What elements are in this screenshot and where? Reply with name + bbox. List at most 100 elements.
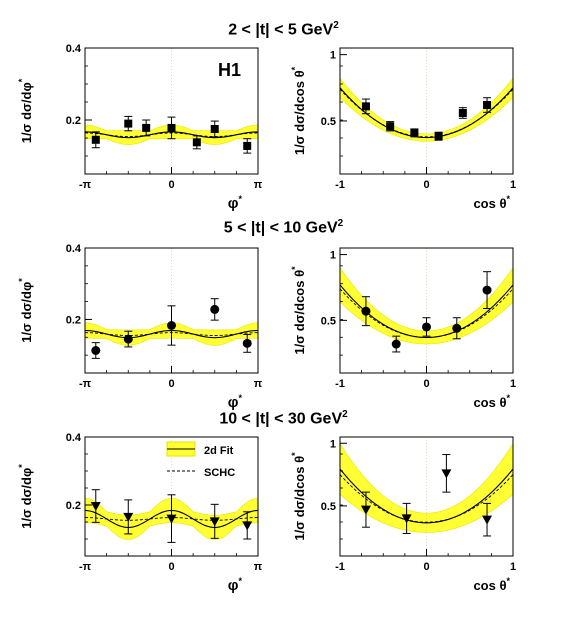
marker-circle [167, 321, 176, 330]
row-title-3: 10 < |t| < 30 GeV2 [0, 409, 567, 428]
y-axis-label-sup: * [290, 452, 300, 456]
x-tick-label: 0 [168, 179, 174, 191]
data-point [482, 502, 493, 537]
data-point [391, 335, 401, 353]
row-title-2-exp: 2 [337, 218, 344, 229]
x-tick-label: π [254, 561, 263, 573]
y-axis-label: 1/σ dσ/dcos θ* [290, 66, 307, 155]
data-point [124, 115, 133, 132]
x-tick-label: -1 [335, 179, 345, 191]
marker-circle [422, 322, 431, 332]
data-point [123, 499, 134, 535]
marker-circle [452, 323, 462, 333]
legend: 2d Fit SCHC [166, 441, 235, 479]
x-axis-label: cos θ* [473, 576, 510, 593]
data-point [452, 317, 462, 340]
marker-square [124, 119, 133, 128]
y-tick-label: 0.2 [66, 500, 81, 512]
plot-area [340, 437, 513, 556]
schc-curve [340, 474, 513, 523]
marker-circle [123, 334, 133, 344]
y-axis-label: 1/σ dσ/dcos θ* [290, 452, 307, 541]
y-axis-label-sup: * [17, 464, 27, 468]
marker-square [386, 122, 395, 131]
data-point [167, 116, 176, 140]
x-tick-label: -π [79, 179, 92, 191]
data-point [422, 317, 431, 337]
marker-circle [482, 285, 492, 295]
panel-1: -π 0 π 0.2 0.4 φ* 1/σ dσ/dφ* [17, 43, 263, 212]
data-point [166, 494, 177, 543]
y-axis-label: 1/σ dσ/dφ* [17, 464, 34, 529]
marker-square [91, 135, 100, 144]
row-title-3-text: 10 < |t| < 30 GeV [219, 410, 343, 428]
marker-circle [361, 306, 371, 316]
y-axis-label: 1/σ dσ/dφ* [17, 278, 34, 343]
marker-square [142, 123, 151, 132]
marker-square [434, 132, 443, 141]
marker-triangle [209, 517, 220, 527]
row-title-2-text: 5 < |t| < 10 GeV [223, 219, 338, 237]
schc-curve [340, 88, 513, 138]
x-axis-label-sup: * [238, 194, 242, 204]
row-title-1: 2 < |t| < 5 GeV2 [0, 20, 567, 39]
x-tick-label: π [254, 378, 263, 390]
x-tick-label: 1 [510, 179, 516, 191]
x-tick-label: -π [79, 561, 92, 573]
x-tick-label: 0 [423, 561, 429, 573]
data-point [90, 489, 101, 523]
x-tick-label: -π [79, 378, 92, 390]
marker-square [483, 101, 492, 110]
data-point [410, 128, 419, 138]
data-point [167, 305, 176, 346]
x-axis-label: cos θ* [473, 393, 510, 410]
x-tick-label: 0 [423, 378, 429, 390]
data-point [91, 131, 100, 149]
marker-square [361, 102, 370, 111]
legend-schc-label: SCHC [204, 467, 235, 479]
x-axis-label-sup: * [506, 576, 510, 586]
data-point [483, 97, 492, 113]
x-tick-label: 1 [510, 378, 516, 390]
data-point [482, 271, 492, 310]
y-axis-label-sup: * [290, 66, 300, 70]
x-tick-label: 0 [168, 561, 174, 573]
data-point [142, 119, 151, 137]
row-title-3-exp: 2 [342, 409, 348, 420]
data-point [242, 333, 252, 353]
data-point [360, 491, 371, 528]
data-point [243, 138, 252, 154]
y-tick-label: 0.4 [66, 432, 82, 444]
data-point [192, 135, 201, 150]
x-axis-label-sup: * [506, 194, 510, 204]
marker-square [243, 141, 252, 150]
data-point [386, 121, 395, 132]
y-axis-label: 1/σ dσ/dcos θ* [290, 266, 307, 355]
y-axis-label: 1/σ dσ/dφ* [17, 78, 34, 143]
y-tick-label: 1 [330, 50, 336, 62]
y-tick-label: 0.2 [66, 314, 81, 326]
x-axis-label: cos θ* [473, 194, 510, 211]
data-point [123, 330, 133, 348]
x-axis-label-sup: * [238, 393, 242, 403]
data-point [210, 298, 220, 321]
y-axis-label-sup: * [290, 266, 300, 270]
marker-square [410, 128, 419, 137]
data-point [441, 454, 452, 493]
x-axis-label: φ* [228, 576, 243, 594]
x-tick-label: -1 [335, 378, 345, 390]
marker-triangle [441, 469, 452, 479]
marker-circle [391, 339, 401, 349]
y-tick-label: 0.4 [66, 243, 82, 255]
marker-triangle [123, 512, 134, 522]
x-tick-label: -1 [335, 561, 345, 573]
data-point [434, 131, 443, 141]
fit-curve [340, 87, 513, 139]
marker-triangle [166, 514, 177, 524]
x-axis-label: φ* [228, 194, 243, 212]
data-point [91, 342, 101, 359]
data-point [458, 107, 467, 119]
